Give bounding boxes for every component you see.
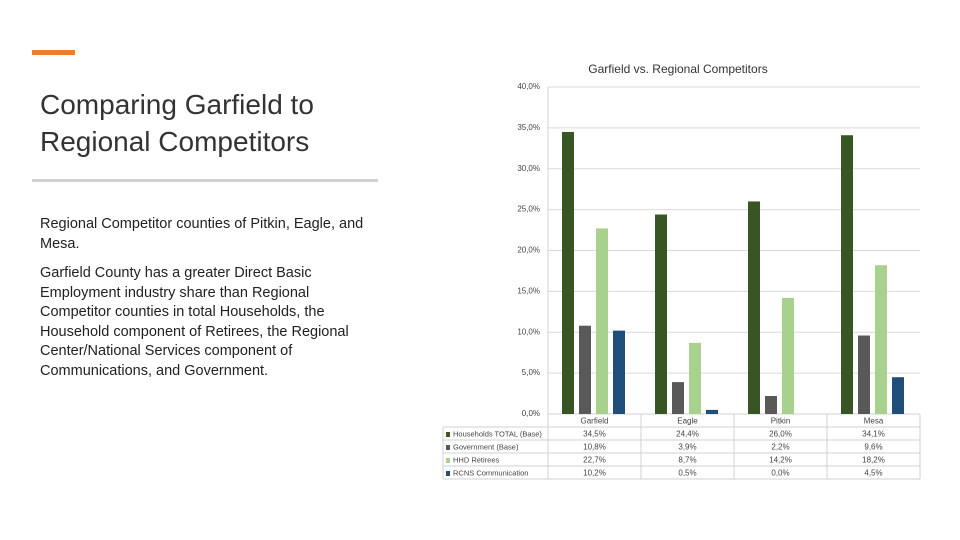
legend-label: HHD Retirees — [453, 455, 500, 464]
bar — [875, 265, 887, 414]
bar — [562, 131, 574, 414]
accent-bar — [32, 50, 75, 55]
legend-swatch — [446, 458, 450, 463]
data-label: 22,7% — [583, 456, 606, 465]
bar — [706, 409, 718, 414]
legend-label: RCNS Communication — [453, 468, 528, 477]
bar — [613, 330, 625, 414]
bar — [748, 201, 760, 414]
divider — [32, 179, 378, 182]
paragraph: Garfield County has a greater Direct Bas… — [40, 265, 349, 379]
x-tick-label: Eagle — [677, 417, 698, 426]
data-label: 34,1% — [862, 430, 885, 439]
y-tick-label: 40,0% — [517, 82, 540, 91]
legend-swatch — [446, 432, 450, 437]
bar — [858, 335, 870, 414]
bar — [689, 342, 701, 414]
paragraph: Regional Competitor counties of Pitkin, … — [40, 216, 364, 252]
chart-title: Garfield vs. Regional Competitors — [588, 62, 767, 76]
data-label: 10,8% — [583, 443, 606, 452]
data-label: 26,0% — [769, 430, 792, 439]
data-label: 14,2% — [769, 456, 792, 465]
legend-label: Households TOTAL (Base) — [453, 429, 542, 438]
data-label: 3,9% — [678, 443, 696, 452]
bar — [892, 377, 904, 414]
data-label: 18,2% — [862, 456, 885, 465]
legend-label: Government (Base) — [453, 442, 519, 451]
x-tick-label: Garfield — [580, 417, 608, 426]
legend-swatch — [446, 445, 450, 450]
y-tick-label: 30,0% — [517, 164, 540, 173]
data-label: 4,5% — [864, 469, 882, 478]
data-label: 34,5% — [583, 430, 606, 439]
bar — [596, 228, 608, 414]
x-tick-label: Mesa — [864, 417, 884, 426]
y-tick-label: 20,0% — [517, 246, 540, 255]
bar — [782, 297, 794, 414]
y-tick-label: 5,0% — [522, 368, 540, 377]
data-label: 0,0% — [771, 469, 789, 478]
bar — [765, 396, 777, 414]
data-label: 2,2% — [771, 443, 789, 452]
y-tick-label: 15,0% — [517, 286, 540, 295]
data-label: 9,6% — [864, 443, 882, 452]
y-tick-label: 25,0% — [517, 205, 540, 214]
legend-swatch — [446, 471, 450, 476]
y-tick-label: 10,0% — [517, 327, 540, 336]
slide-title: Comparing Garfield to Regional Competito… — [40, 89, 314, 157]
x-tick-label: Pitkin — [771, 417, 791, 426]
bar — [655, 214, 667, 414]
bar — [841, 135, 853, 415]
data-label: 8,7% — [678, 456, 696, 465]
bar — [672, 382, 684, 414]
data-label: 10,2% — [583, 469, 606, 478]
data-label: 24,4% — [676, 430, 699, 439]
data-label: 0,5% — [678, 469, 696, 478]
y-tick-label: 0,0% — [522, 409, 540, 418]
y-tick-label: 35,0% — [517, 123, 540, 132]
bar — [579, 325, 591, 414]
